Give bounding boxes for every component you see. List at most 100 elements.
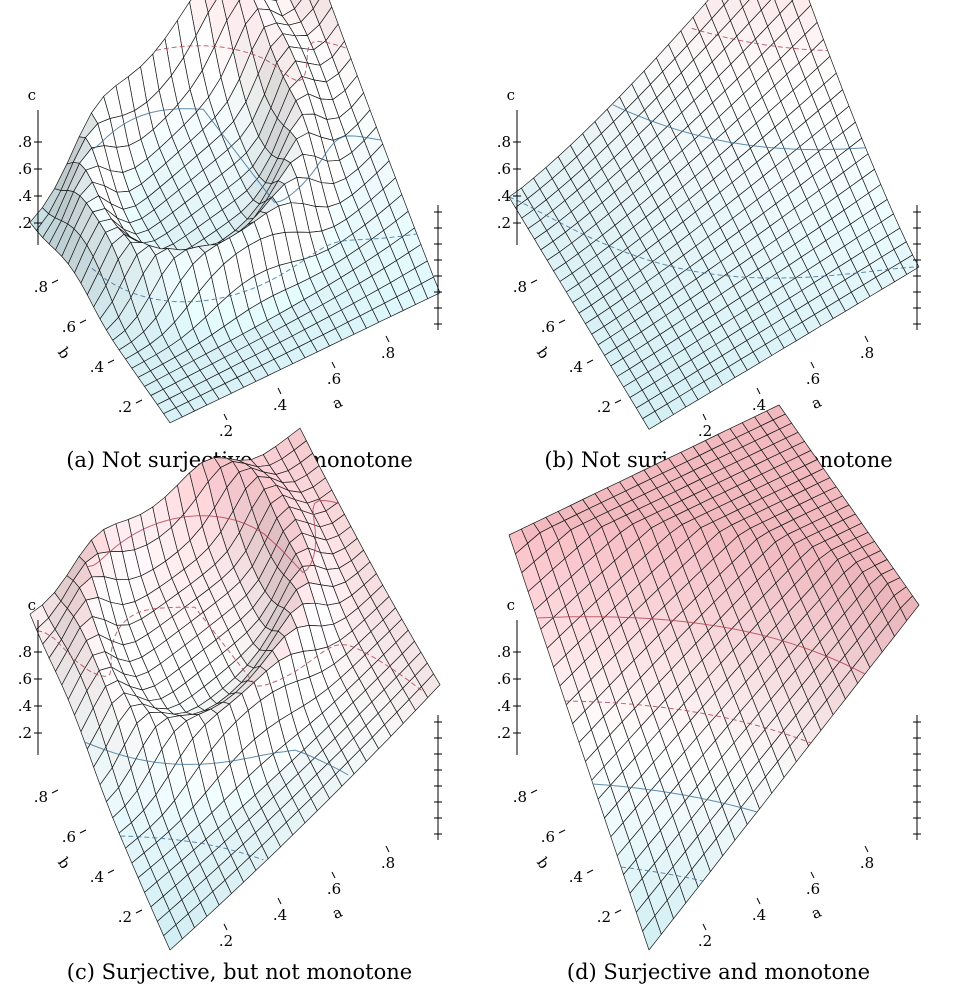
b-tick-label: .8 <box>34 278 48 296</box>
b-tick <box>108 870 114 873</box>
a-tick <box>703 924 706 930</box>
z-axis-right <box>434 205 442 330</box>
b-tick-label: .6 <box>62 318 76 336</box>
a-tick <box>386 846 389 852</box>
b-tick <box>531 790 537 793</box>
caption-d: (d) Surjective and monotone <box>479 960 958 984</box>
z-tick-label: .2 <box>18 214 32 232</box>
a-tick <box>865 336 868 342</box>
z-tick-label: .2 <box>497 724 511 742</box>
b-axis-label: b <box>533 344 553 362</box>
a-tick <box>703 414 706 420</box>
b-tick <box>587 360 593 363</box>
a-tick-label: .6 <box>806 880 820 898</box>
surface-plot-c: .2.4.6.8c.2.4.6.8a.2.4.6.8b <box>0 510 479 960</box>
panel-b: .2.4.6.8c.2.4.6.8a.2.4.6.8b (b) Not surj… <box>479 0 958 497</box>
a-tick <box>811 872 814 878</box>
b-axis-label: b <box>533 854 553 872</box>
b-tick <box>615 400 621 403</box>
a-tick-label: .8 <box>381 854 395 872</box>
a-tick <box>811 362 814 368</box>
surface-plot-d: .2.4.6.8c.2.4.6.8a.2.4.6.8b <box>479 510 958 960</box>
z-tick-label: .6 <box>18 160 32 178</box>
z-axis-label: c <box>28 596 36 614</box>
z-tick-label: .8 <box>18 133 32 151</box>
b-tick-label: .4 <box>569 868 583 886</box>
z-tick-label: .8 <box>18 643 32 661</box>
z-axis: .2 .4 .6 .8 c <box>18 86 42 245</box>
a-tick-label: .4 <box>752 906 766 924</box>
b-tick-label: .2 <box>118 398 132 416</box>
a-axis-label: a <box>808 393 824 413</box>
a-tick <box>224 414 227 420</box>
a-tick <box>386 336 389 342</box>
z-tick-label: .2 <box>497 214 511 232</box>
b-tick-label: .2 <box>597 908 611 926</box>
a-tick-label: .2 <box>698 932 712 950</box>
a-tick-label: .6 <box>327 880 341 898</box>
b-tick-label: .4 <box>90 358 104 376</box>
z-tick-label: .6 <box>18 670 32 688</box>
b-axis-label: b <box>54 854 74 872</box>
z-axis-right <box>913 715 921 840</box>
a-tick <box>332 872 335 878</box>
b-tick <box>531 280 537 283</box>
a-axis-label: a <box>329 393 345 413</box>
a-tick <box>332 362 335 368</box>
z-tick-label: .2 <box>18 724 32 742</box>
b-axis-label: b <box>54 344 74 362</box>
z-tick-label: .6 <box>497 160 511 178</box>
a-tick <box>757 898 760 904</box>
b-tick <box>80 830 86 833</box>
z-axis: .2 .4 .6 .8 c <box>497 86 521 245</box>
a-tick-label: .8 <box>860 854 874 872</box>
z-tick-label: .4 <box>18 187 32 205</box>
a-tick-label: .2 <box>219 932 233 950</box>
z-tick-label: .8 <box>497 133 511 151</box>
a-tick <box>224 924 227 930</box>
a-tick-label: .4 <box>273 396 287 414</box>
a-axis-label: a <box>329 903 345 923</box>
b-tick-label: .4 <box>90 868 104 886</box>
a-tick-label: .6 <box>327 370 341 388</box>
a-tick <box>278 898 281 904</box>
b-tick-label: .8 <box>34 788 48 806</box>
z-axis: .2 .4 .6 .8 c <box>497 596 521 755</box>
a-tick-label: .8 <box>860 344 874 362</box>
b-tick <box>136 400 142 403</box>
b-tick-label: .6 <box>541 828 555 846</box>
b-tick-label: .2 <box>597 398 611 416</box>
a-tick-label: .8 <box>381 344 395 362</box>
b-tick-label: .6 <box>62 828 76 846</box>
a-tick <box>757 388 760 394</box>
z-tick-label: .4 <box>497 697 511 715</box>
a-tick <box>278 388 281 394</box>
b-tick <box>136 910 142 913</box>
caption-c: (c) Surjective, but not monotone <box>0 960 479 984</box>
b-tick-label: .6 <box>541 318 555 336</box>
a-axis: .2.4.6.8a <box>698 846 874 950</box>
z-axis-label: c <box>28 86 36 104</box>
b-tick-label: .8 <box>513 788 527 806</box>
b-tick <box>559 320 565 323</box>
z-tick-label: .6 <box>497 670 511 688</box>
a-tick <box>865 846 868 852</box>
surface-plot-b: .2.4.6.8c.2.4.6.8a.2.4.6.8b <box>479 0 958 450</box>
z-tick-label: .4 <box>497 187 511 205</box>
a-tick-label: .6 <box>806 370 820 388</box>
a-tick-label: .2 <box>698 422 712 440</box>
b-tick <box>559 830 565 833</box>
z-tick-label: .8 <box>497 643 511 661</box>
z-axis-label: c <box>507 86 515 104</box>
b-tick <box>80 320 86 323</box>
z-axis-label: c <box>507 596 515 614</box>
z-axis-right <box>434 715 442 840</box>
b-tick <box>52 790 58 793</box>
b-tick-label: .2 <box>118 908 132 926</box>
b-tick-label: .4 <box>569 358 583 376</box>
b-tick <box>52 280 58 283</box>
b-tick-label: .8 <box>513 278 527 296</box>
